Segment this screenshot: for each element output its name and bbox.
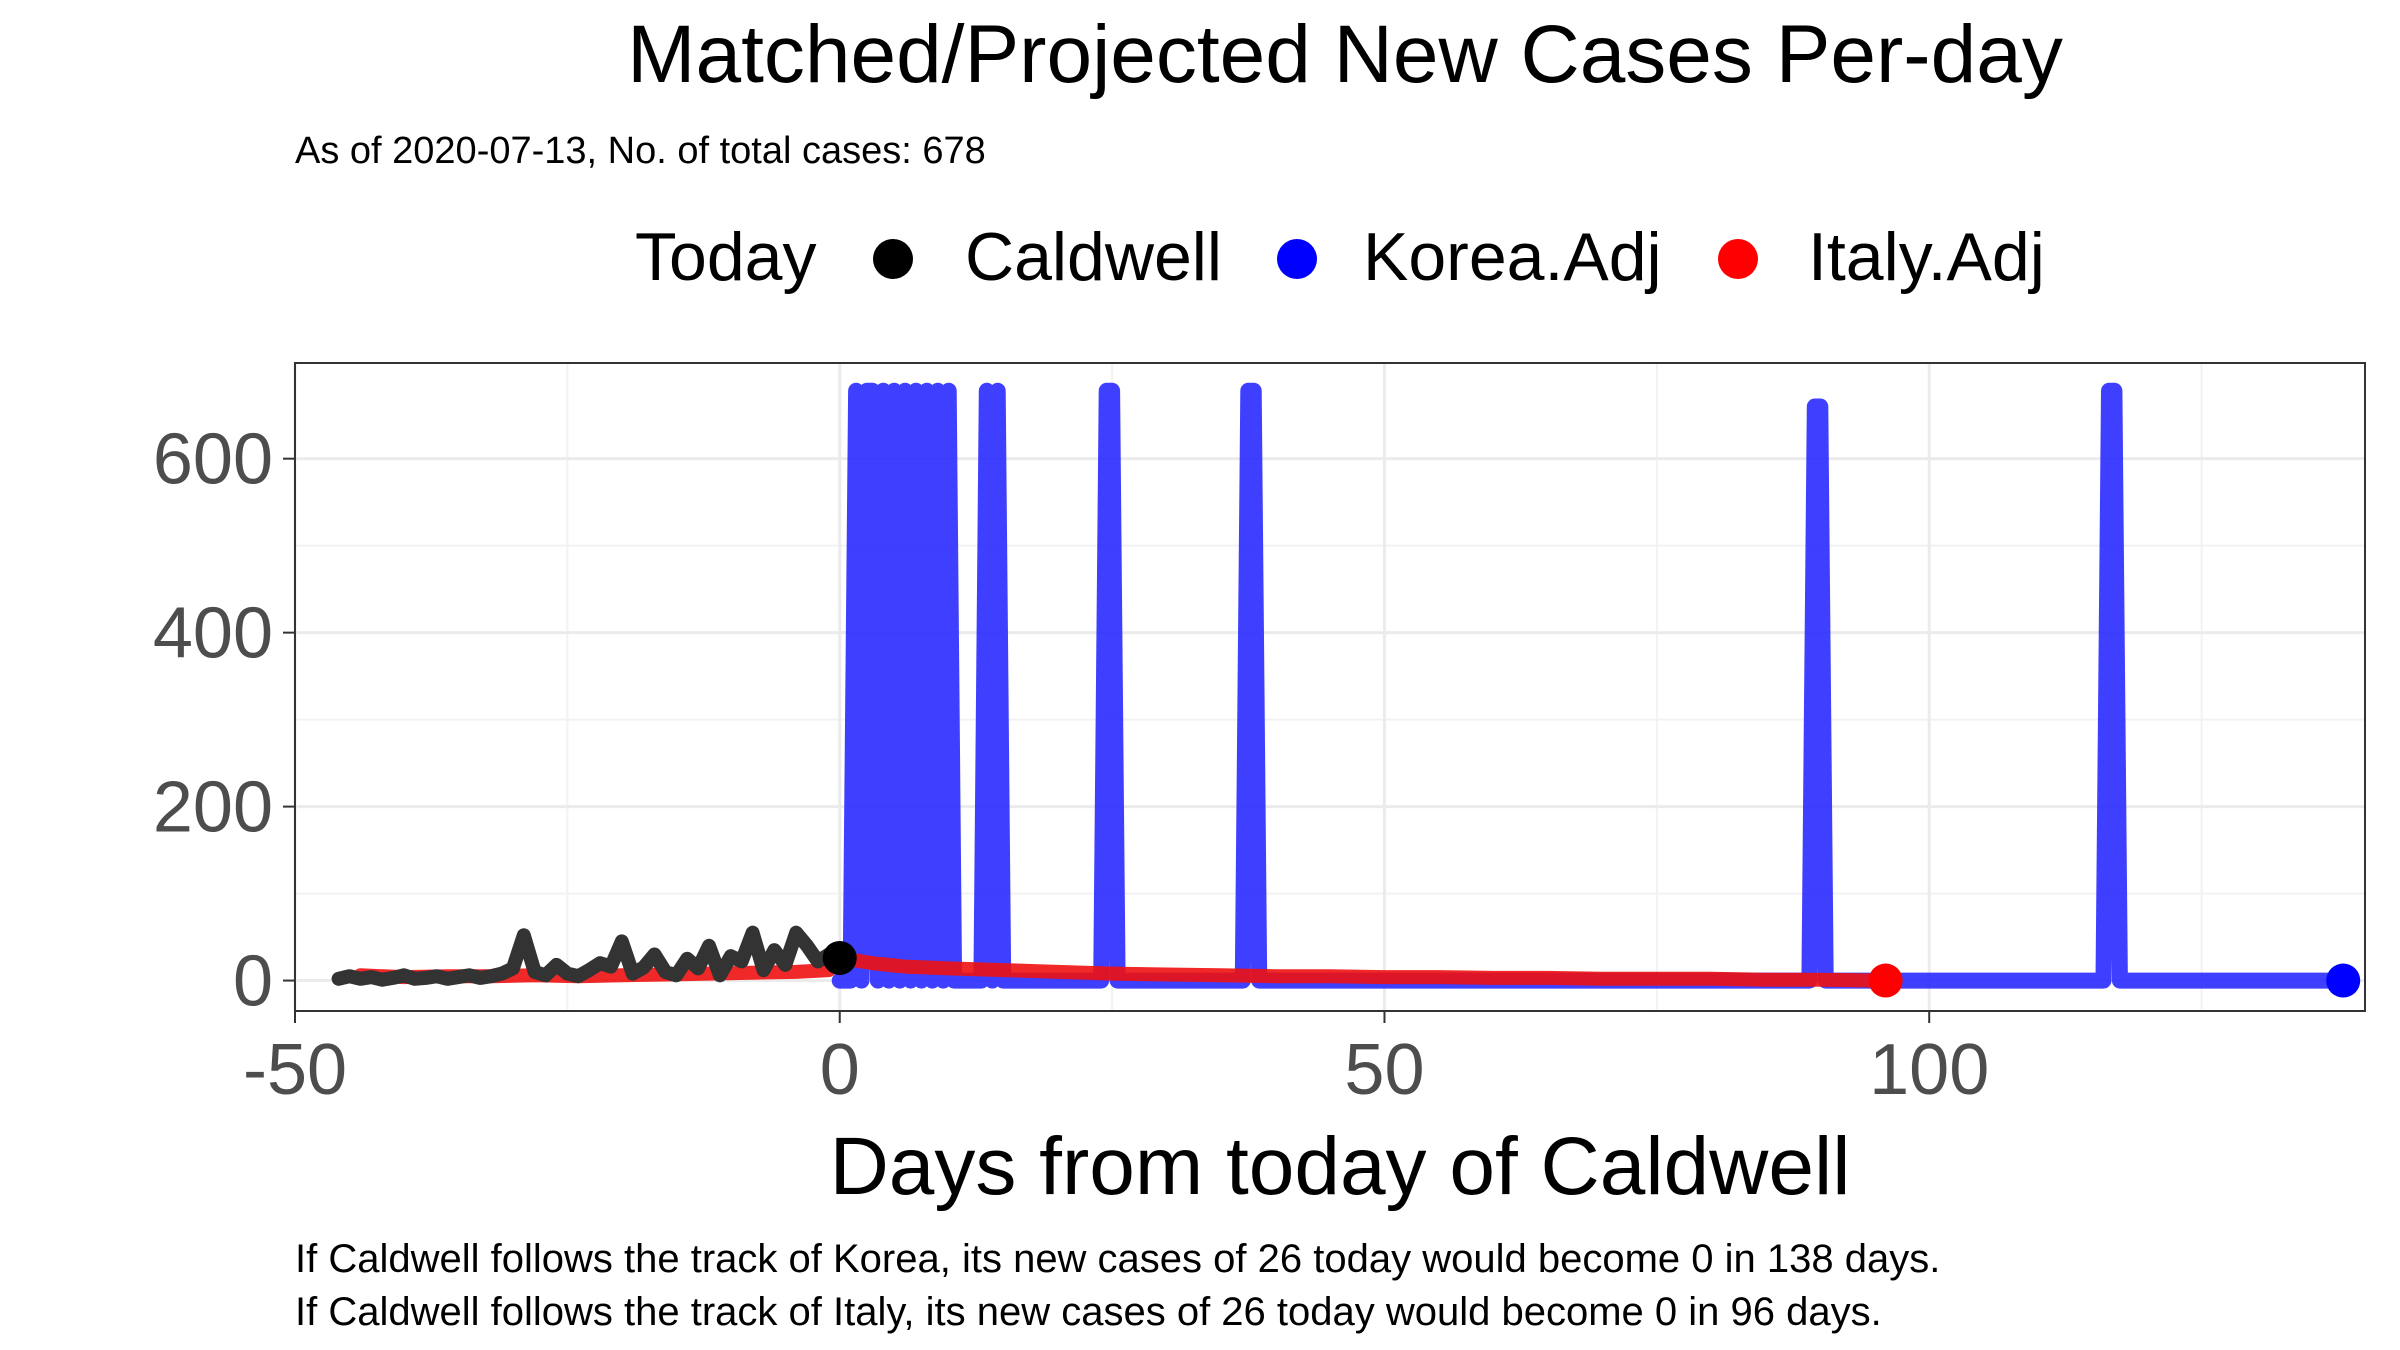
endpoint-marker-caldwell [822, 940, 857, 975]
footer-line-korea: If Caldwell follows the track of Korea, … [295, 1237, 1940, 1281]
y-tick-label: 0 [233, 942, 273, 1022]
legend-title: Today [635, 219, 816, 295]
chart-title: Matched/Projected New Cases Per-day [627, 9, 2063, 100]
legend-italy-marker [1718, 239, 1758, 279]
legend-caldwell-label: Caldwell [965, 219, 1222, 295]
legend-caldwell-marker [873, 239, 913, 279]
plot-background [295, 363, 2365, 1011]
y-tick-label: 400 [153, 594, 273, 674]
legend-korea-marker [1277, 239, 1317, 279]
y-tick-label: 600 [153, 420, 273, 500]
chart-subtitle: As of 2020-07-13, No. of total cases: 67… [295, 130, 986, 172]
footer-line-italy: If Caldwell follows the track of Italy, … [295, 1290, 1882, 1334]
y-tick-label: 200 [153, 768, 273, 848]
legend: Today Caldwell Korea.Adj Italy.Adj [635, 219, 2045, 295]
x-tick-label: 0 [820, 1030, 860, 1110]
x-tick-label: 50 [1344, 1030, 1424, 1110]
endpoint-marker-italy-adj [1868, 963, 1903, 998]
x-tick-label: 100 [1869, 1030, 1989, 1110]
series-line-korea-adj [831, 382, 2352, 989]
endpoint-marker-korea-adj [2326, 963, 2361, 998]
plot-border [294, 362, 2366, 1012]
x-tick-label: -50 [243, 1030, 347, 1110]
series-layer [331, 382, 2361, 998]
x-axis-title: Days from today of Caldwell [830, 1121, 1851, 1212]
series-line-caldwell [331, 925, 847, 987]
legend-korea-label: Korea.Adj [1363, 219, 1662, 295]
legend-italy-label: Italy.Adj [1808, 219, 2045, 295]
